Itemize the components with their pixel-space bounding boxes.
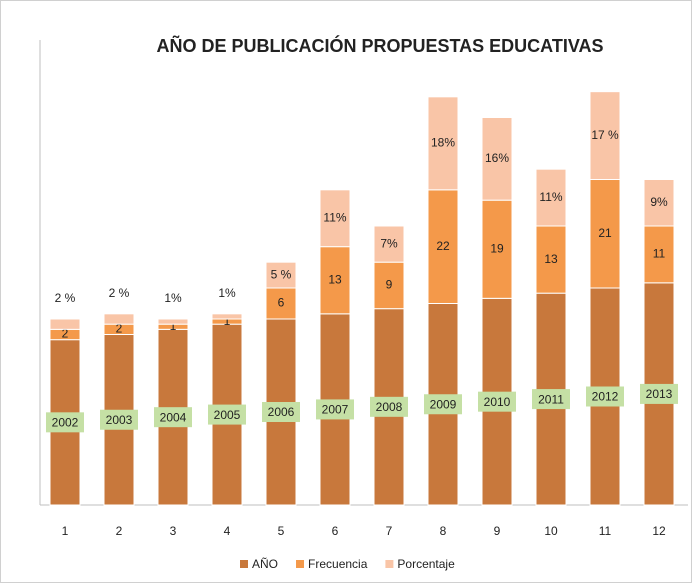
x-tick-label: 9	[494, 524, 501, 538]
data-label: 2004	[160, 410, 187, 424]
year-label-box	[640, 383, 678, 404]
x-tick-label: 7	[386, 524, 393, 538]
data-label: 2003	[106, 413, 133, 427]
data-label: 2008	[376, 400, 403, 414]
x-tick-label: 11	[599, 524, 612, 538]
data-label: 2007	[322, 403, 349, 417]
data-label: 2012	[592, 390, 619, 404]
year-label-box	[478, 391, 516, 412]
bar-segment	[319, 189, 351, 248]
data-label: 13	[544, 252, 558, 266]
legend-swatch	[385, 560, 394, 568]
bar-segment	[265, 261, 297, 289]
data-label: 1	[224, 314, 231, 328]
year-label-box	[262, 402, 300, 422]
bar-segment	[49, 318, 81, 330]
data-label: 19	[490, 241, 504, 255]
data-label: 2	[62, 327, 69, 341]
x-tick-label: 12	[652, 524, 666, 538]
data-label: 21	[598, 226, 612, 240]
bar-segment	[265, 287, 297, 320]
data-label: 2009	[430, 397, 457, 411]
x-tick-label: 1	[62, 524, 69, 538]
bar-segment	[211, 313, 243, 320]
data-label: 6	[278, 296, 285, 310]
x-tick-label: 5	[278, 524, 285, 538]
data-label: 16%	[485, 151, 509, 165]
x-tick-label: 6	[332, 524, 339, 538]
data-label: 1%	[218, 286, 236, 300]
data-label: 18%	[431, 136, 455, 150]
year-label-box	[46, 412, 84, 433]
data-label: 11	[653, 247, 666, 261]
data-label: 2 %	[55, 291, 76, 305]
data-label: 9	[386, 278, 393, 292]
data-label: 2	[116, 322, 123, 336]
legend-label: Frecuencia	[308, 557, 368, 571]
x-tick-label: 3	[170, 524, 177, 538]
bar-segment	[643, 179, 675, 227]
bar-segment	[103, 313, 135, 325]
x-tick-label: 2	[116, 524, 123, 538]
x-tick-label: 10	[544, 524, 558, 538]
data-label: 2 %	[109, 286, 130, 300]
year-label-box	[316, 399, 354, 420]
legend-label: Porcentaje	[397, 557, 455, 571]
bar-segment	[427, 96, 459, 191]
bar-segment	[535, 225, 567, 294]
bar-segment	[535, 168, 567, 227]
data-label: 2005	[214, 408, 241, 422]
data-label: 13	[328, 272, 342, 286]
year-label-box	[586, 386, 624, 407]
data-label: 5 %	[271, 267, 292, 281]
data-label: 11%	[539, 190, 562, 204]
bar-segment	[643, 225, 675, 284]
bar-segment	[427, 189, 459, 304]
legend-swatch	[296, 560, 305, 568]
bar-segment	[157, 318, 189, 325]
year-label-box	[154, 407, 192, 428]
data-label: 2006	[268, 405, 295, 419]
bar-segment	[589, 91, 621, 180]
bar-segment	[481, 117, 513, 201]
data-label: 7%	[380, 236, 398, 250]
x-tick-label: 4	[224, 524, 231, 538]
chart-title: AÑO DE PUBLICACIÓN PROPUESTAS EDUCATIVAS	[156, 35, 603, 56]
data-label: 9%	[650, 195, 668, 209]
data-label: 1	[170, 319, 177, 333]
bar-segment	[373, 225, 405, 263]
data-label: 2010	[484, 395, 511, 409]
legend-swatch	[240, 560, 248, 568]
data-label: 11%	[323, 210, 346, 224]
legend-label: AÑO	[252, 557, 278, 571]
bar-segment	[589, 179, 621, 289]
x-tick-label: 8	[440, 524, 447, 538]
bar-segment	[373, 261, 405, 310]
data-label: 2002	[52, 416, 79, 430]
bar-segment	[319, 246, 351, 315]
data-label: 2011	[538, 392, 564, 406]
data-label: 1%	[164, 291, 182, 305]
year-label-box	[100, 409, 138, 430]
data-label: 2013	[646, 387, 673, 401]
year-label-box	[208, 404, 246, 425]
year-label-box	[532, 389, 570, 410]
year-label-box	[424, 394, 462, 415]
bar-segment	[481, 199, 513, 299]
data-label: 22	[436, 239, 450, 253]
year-label-box	[370, 396, 408, 417]
data-label: 17 %	[591, 128, 619, 142]
